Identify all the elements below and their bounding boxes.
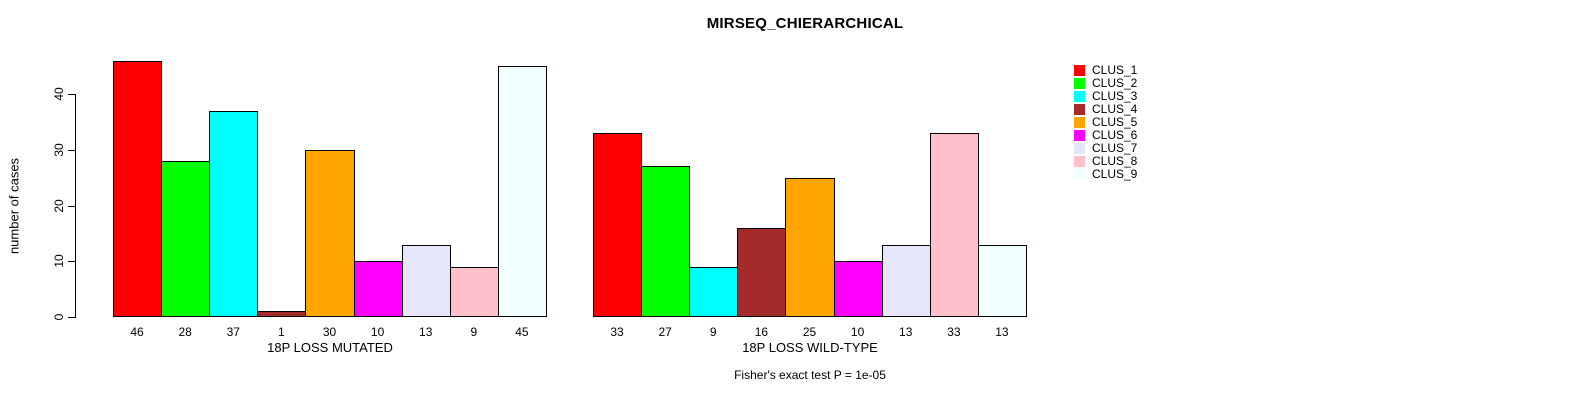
- bar-clus-4: [737, 228, 786, 317]
- bar-value-label: 46: [130, 325, 144, 339]
- legend-item: CLUS_4: [1074, 103, 1137, 116]
- bar-value-label: 9: [470, 325, 478, 339]
- bar-clus-7: [882, 245, 931, 317]
- bar-value-label: 27: [658, 325, 672, 339]
- chart-title: MIRSEQ_CHIERARCHICAL: [706, 15, 904, 32]
- legend-item: CLUS_9: [1074, 168, 1137, 181]
- bar-clus-1: [593, 133, 642, 317]
- bar-value-label: 16: [754, 325, 769, 339]
- legend-item-label: CLUS_3: [1092, 89, 1138, 103]
- bar-clus-1: [113, 61, 162, 317]
- bar-value-label: 28: [178, 325, 192, 339]
- bar-clus-7: [402, 245, 451, 317]
- bar-clus-6: [354, 261, 403, 317]
- bar-value-label: 37: [226, 325, 240, 339]
- legend-item-label: CLUS_8: [1092, 154, 1138, 168]
- bar-clus-8: [450, 267, 499, 317]
- bar-value-label: 33: [610, 325, 624, 339]
- y-axis-tick-label: 40: [52, 87, 66, 101]
- legend-item: CLUS_2: [1074, 77, 1137, 90]
- bar-value-label: 10: [370, 325, 385, 339]
- legend-color-swatch-clus-9: [1074, 169, 1085, 180]
- legend-item-label: CLUS_5: [1092, 115, 1138, 129]
- legend-item-label: CLUS_9: [1092, 167, 1138, 181]
- legend-color-swatch-clus-8: [1074, 156, 1085, 167]
- bar-clus-3: [689, 267, 738, 317]
- y-axis-label: number of cases: [6, 157, 22, 255]
- y-axis-tick: [68, 150, 75, 151]
- y-axis-tick: [68, 317, 75, 318]
- legend-item: CLUS_3: [1074, 90, 1137, 103]
- x-axis-label-wild-type: 18P LOSS WILD-TYPE: [742, 340, 878, 355]
- y-axis-tick: [68, 94, 75, 95]
- bar-clus-2: [161, 161, 210, 317]
- bar-value-label: 13: [419, 325, 433, 339]
- bar-value-label: 13: [995, 325, 1009, 339]
- y-axis-tick-label: 10: [52, 254, 66, 268]
- legend-item-label: CLUS_6: [1092, 128, 1138, 142]
- bar-clus-8: [930, 133, 979, 317]
- bar-value-label: 1: [278, 325, 285, 339]
- legend-item-label: CLUS_2: [1092, 76, 1138, 90]
- legend-color-swatch-clus-1: [1074, 65, 1085, 76]
- legend-item-label: CLUS_1: [1092, 63, 1138, 77]
- legend-item-label: CLUS_7: [1092, 141, 1138, 155]
- legend-item: CLUS_1: [1074, 64, 1137, 77]
- bar-clus-5: [785, 178, 835, 317]
- bar-value-label: 25: [802, 325, 817, 339]
- bar-clus-9: [978, 245, 1027, 317]
- y-axis-tick: [68, 261, 75, 262]
- legend-color-swatch-clus-6: [1074, 130, 1085, 141]
- legend-color-swatch-clus-7: [1074, 143, 1085, 154]
- legend-item: CLUS_5: [1074, 116, 1137, 129]
- legend-color-swatch-clus-2: [1074, 78, 1085, 89]
- bar-clus-6: [834, 261, 883, 317]
- bar-value-label: 30: [322, 325, 337, 339]
- bar-clus-2: [641, 166, 690, 317]
- legend-item: CLUS_8: [1074, 155, 1137, 168]
- legend: CLUS_1 CLUS_2 CLUS_3 CLUS_4 CLUS_5 CLUS_6 CLUS…: [1074, 64, 1137, 181]
- legend-color-swatch-clus-5: [1074, 117, 1085, 128]
- y-axis-tick-label: 0: [52, 313, 66, 321]
- bar-value-label: 45: [515, 325, 529, 339]
- legend-item: CLUS_6: [1074, 129, 1137, 142]
- bar-panel-18p-loss-mutated: 46 28 37 1 30 10 13 9 45: [113, 0, 549, 400]
- legend-item-label: CLUS_4: [1092, 102, 1138, 116]
- legend-color-swatch-clus-4: [1074, 104, 1085, 115]
- y-axis-line: [75, 94, 76, 318]
- x-axis-label-mutated: 18P LOSS MUTATED: [267, 340, 393, 355]
- bar-value-label: 33: [947, 325, 961, 339]
- y-axis-tick-label: 20: [52, 199, 66, 213]
- bar-value-label: 13: [899, 325, 913, 339]
- bar-panel-18p-loss-wild-type: 33 27 9 16 25 10 13 33 13: [593, 0, 1029, 400]
- fisher-test-note: Fisher's exact test P = 1e-05: [734, 368, 886, 382]
- bar-value-label: 10: [850, 325, 865, 339]
- y-axis-tick: [68, 206, 75, 207]
- bar-value-label: 9: [709, 325, 717, 339]
- bar-clus-9: [498, 66, 547, 317]
- legend-color-swatch-clus-3: [1074, 91, 1085, 102]
- y-axis-tick-label: 30: [52, 143, 66, 157]
- legend-item: CLUS_7: [1074, 142, 1137, 155]
- bar-clus-3: [209, 111, 258, 317]
- bar-clus-4: [257, 311, 306, 317]
- bar-clus-5: [305, 150, 355, 317]
